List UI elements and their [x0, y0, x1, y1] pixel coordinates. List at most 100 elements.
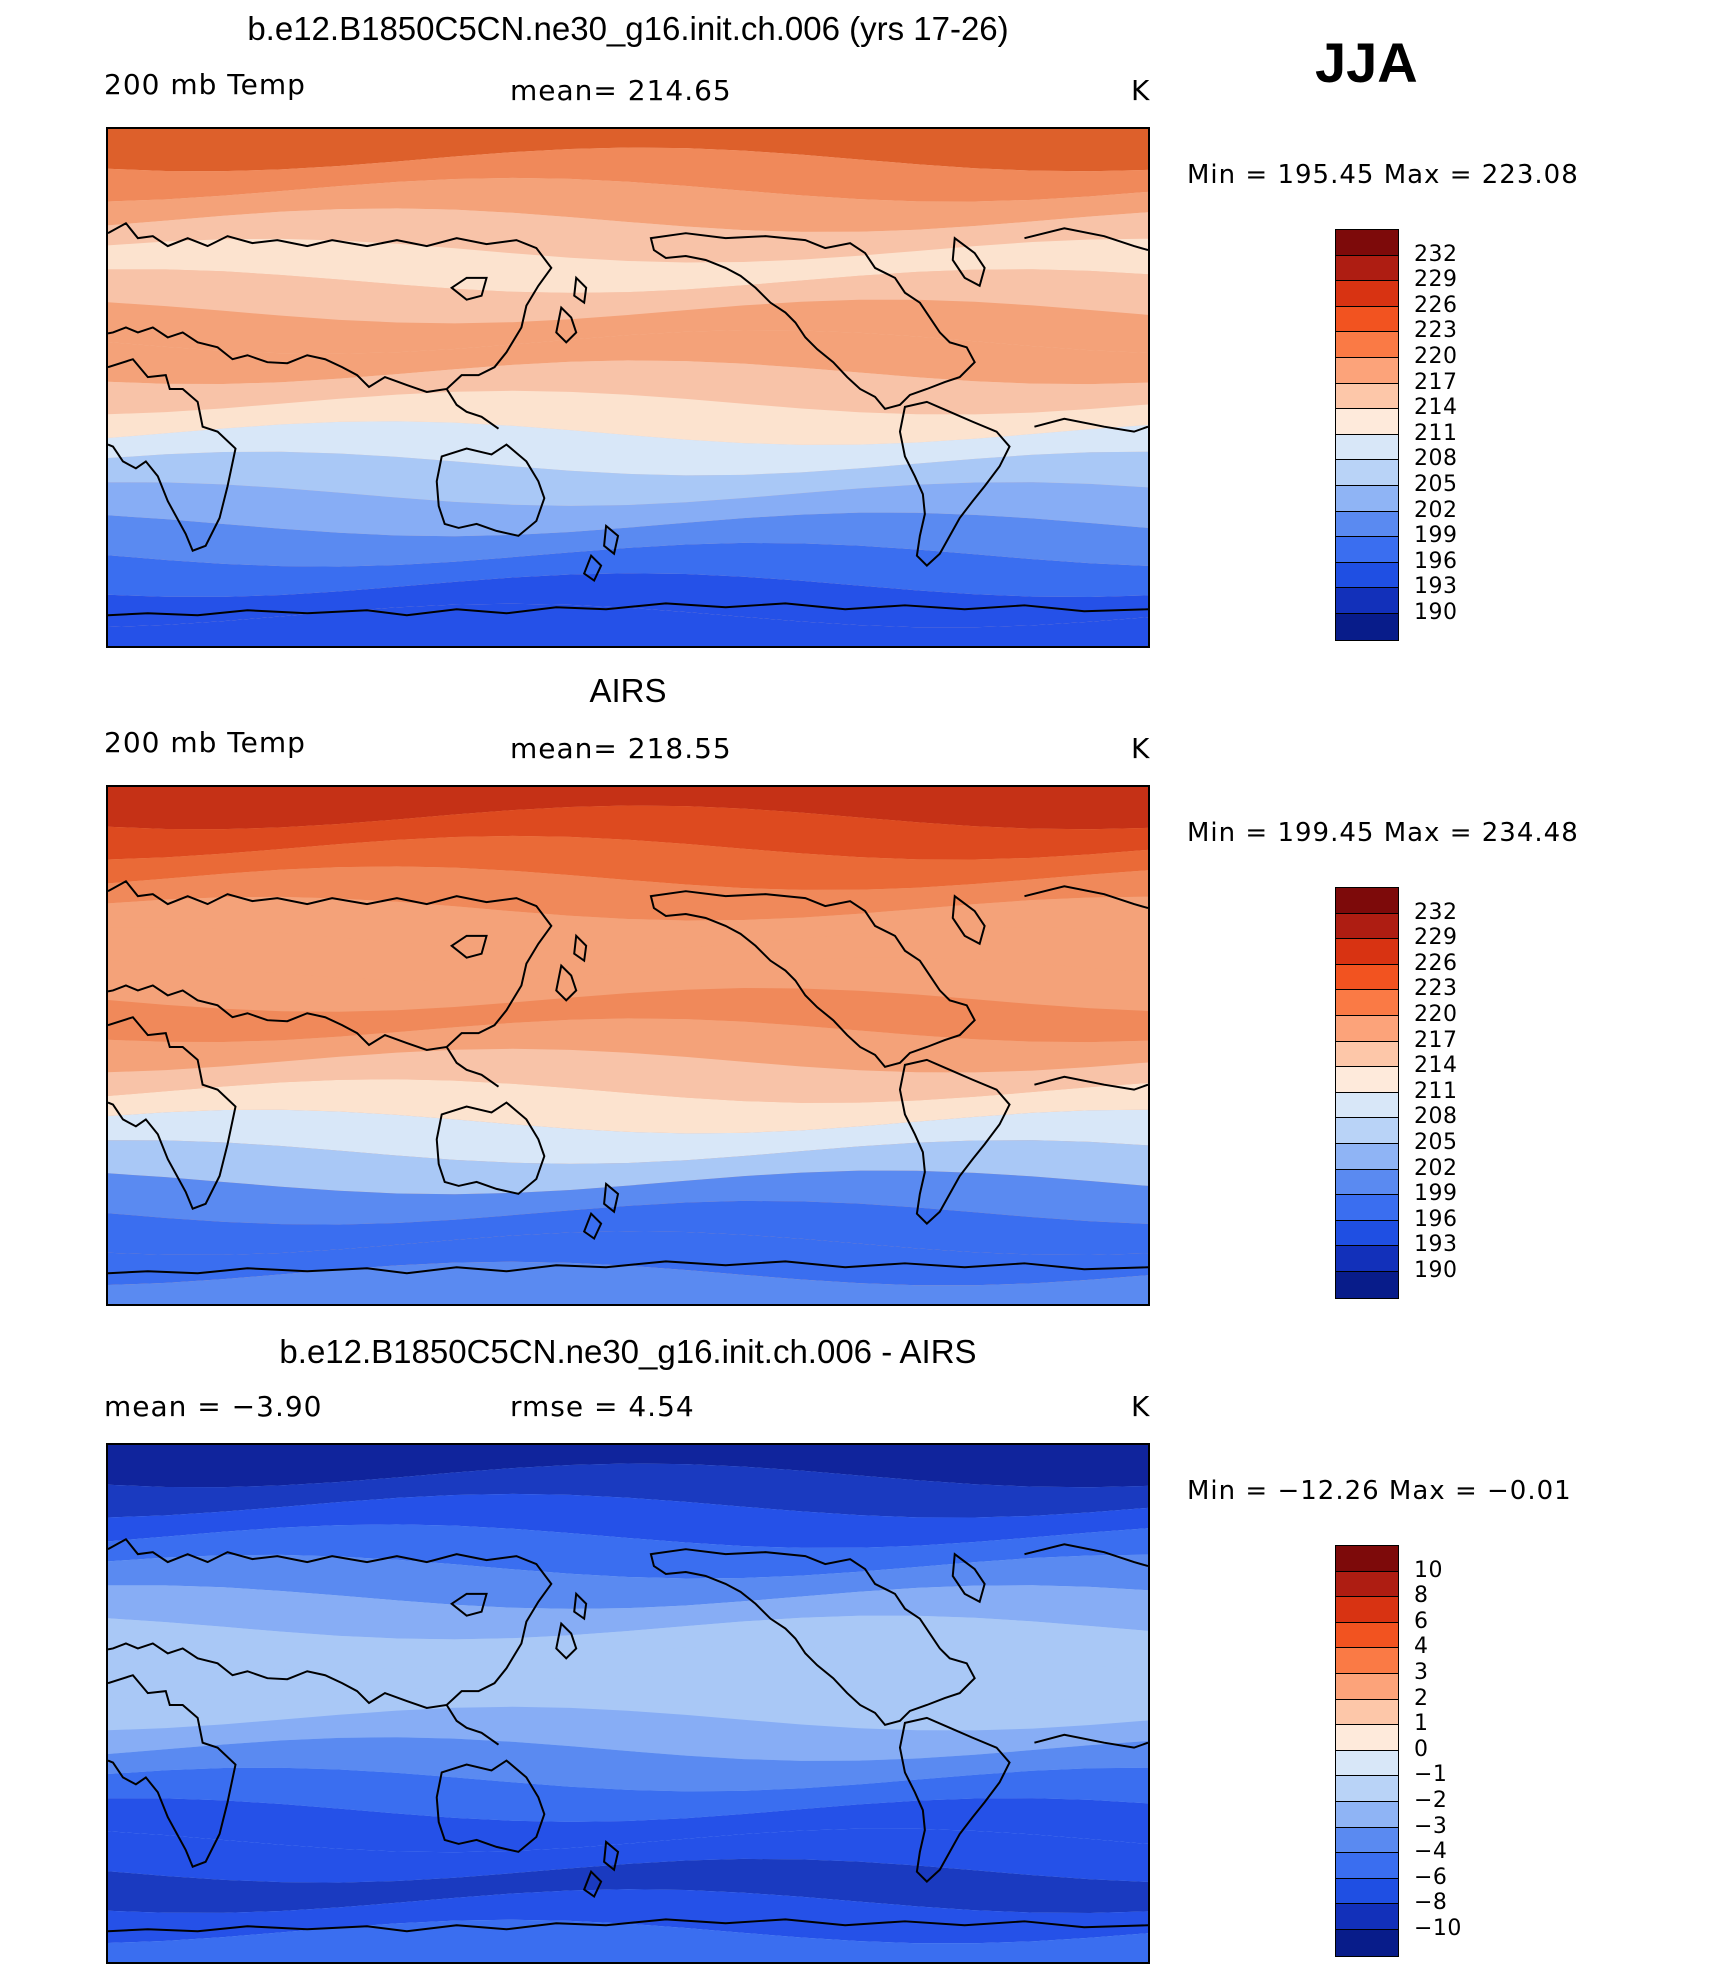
colorbar-tick-label: −8 — [1414, 1890, 1448, 1916]
panel-model-colorbar — [1335, 229, 1399, 641]
contour-band — [108, 299, 1148, 354]
panel-obs-minmax: Min = 199.45 Max = 234.48 — [1187, 818, 1579, 848]
contour-band — [108, 451, 1148, 506]
colorbar-swatch — [1336, 964, 1398, 991]
contour-band — [108, 238, 1148, 293]
panel-diff-minmax: Min = −12.26 Max = −0.01 — [1187, 1476, 1572, 1506]
panel-obs-contour-map — [108, 787, 1148, 1304]
colorbar-swatch — [1336, 1750, 1398, 1777]
colorbar-swatch — [1336, 1929, 1398, 1956]
colorbar-swatch — [1336, 485, 1398, 512]
colorbar-swatch — [1336, 281, 1398, 307]
coastline — [449, 276, 488, 301]
panel-obs-title: AIRS — [589, 672, 667, 709]
colorbar-tick-label: 202 — [1414, 1155, 1458, 1181]
contour-band — [108, 1767, 1148, 1822]
coastline — [582, 553, 603, 582]
contour-band — [108, 1109, 1148, 1164]
colorbar-tick-label: 196 — [1414, 1206, 1458, 1232]
coastline — [108, 1918, 1148, 1933]
colorbar-tick-label: 232 — [1414, 899, 1458, 925]
coastline — [108, 221, 553, 393]
colorbar-tick-label: −1 — [1414, 1762, 1448, 1788]
contour-band — [108, 1676, 1148, 1731]
coastline — [582, 1211, 603, 1240]
contour-band — [108, 1828, 1148, 1883]
colorbar-swatch — [1336, 1622, 1398, 1649]
colorbar-swatch — [1336, 357, 1398, 384]
coastline — [108, 1016, 237, 1211]
panel-diff-units-label: K — [1131, 1390, 1151, 1423]
colorbar-swatch — [1336, 1041, 1398, 1068]
colorbar-swatch — [1336, 1246, 1398, 1272]
panel-model-map — [106, 127, 1150, 648]
colorbar-swatch — [1336, 255, 1398, 282]
coastline — [108, 1260, 1148, 1275]
panel-model-minmax: Min = 195.45 Max = 223.08 — [1187, 160, 1579, 190]
coastline — [951, 894, 986, 946]
colorbar-swatch — [1336, 939, 1398, 965]
colorbar-swatch — [1336, 888, 1398, 914]
coastline — [951, 1552, 986, 1604]
colorbar-swatch — [1336, 1571, 1398, 1598]
coastline — [108, 1674, 237, 1869]
colorbar-tick-label: 6 — [1414, 1608, 1429, 1634]
colorbar-swatch — [1336, 1067, 1398, 1093]
colorbar-swatch — [1336, 1776, 1398, 1802]
colorbar-tick-label: 205 — [1414, 1130, 1458, 1155]
colorbar-swatch — [1336, 434, 1398, 461]
contour-band — [108, 835, 1148, 890]
colorbar-tick-label: 196 — [1414, 548, 1458, 574]
coastline — [445, 1704, 500, 1746]
colorbar-swatch — [1336, 1271, 1398, 1298]
coastline — [1024, 1543, 1148, 1568]
coastline — [582, 1869, 603, 1898]
colorbar-tick-label: 232 — [1414, 241, 1458, 267]
colorbar-tick-label: 211 — [1414, 420, 1458, 446]
colorbar-tick-label: −2 — [1414, 1788, 1448, 1813]
colorbar-swatch — [1336, 409, 1398, 435]
colorbar-swatch — [1336, 230, 1398, 256]
colorbar-swatch — [1336, 613, 1398, 640]
coastline — [1024, 227, 1148, 252]
colorbar-tick-label: 199 — [1414, 1181, 1458, 1207]
coastline — [445, 1046, 500, 1088]
contour-band — [108, 360, 1148, 415]
contour-band — [108, 866, 1148, 921]
colorbar-swatch — [1336, 1015, 1398, 1042]
colorbar-tick-label: 223 — [1414, 318, 1458, 344]
colorbar-swatch — [1336, 1092, 1398, 1119]
panel-diff-colorbar — [1335, 1545, 1399, 1957]
colorbar-tick-label: −3 — [1414, 1813, 1448, 1839]
colorbar-tick-label: 217 — [1414, 1027, 1458, 1053]
colorbar-swatch — [1336, 588, 1398, 614]
panel-model-mean-label: mean= 214.65 — [510, 74, 732, 107]
colorbar-swatch — [1336, 913, 1398, 940]
colorbar-tick-label: 3 — [1414, 1660, 1429, 1685]
contour-band — [108, 482, 1148, 537]
colorbar-tick-label: 217 — [1414, 369, 1458, 395]
contour-band — [108, 787, 1148, 830]
coastline — [573, 275, 588, 305]
colorbar-tick-label: 214 — [1414, 1053, 1458, 1079]
panel-model-variable-label: 200 mb Temp — [104, 68, 306, 101]
coastline — [603, 1181, 620, 1214]
contour-band — [108, 1646, 1148, 1701]
contour-band — [108, 1170, 1148, 1225]
colorbar-swatch — [1336, 511, 1398, 538]
coastline — [108, 879, 553, 1051]
coastline — [108, 602, 1148, 617]
colorbar-swatch — [1336, 1118, 1398, 1144]
contour-band — [108, 1231, 1148, 1286]
colorbar-swatch — [1336, 1699, 1398, 1726]
colorbar-tick-label: 229 — [1414, 925, 1458, 951]
panel-obs-colorbar — [1335, 887, 1399, 1299]
contour-band — [108, 1463, 1148, 1518]
contour-band — [108, 1615, 1148, 1670]
contour-band — [108, 390, 1148, 445]
contour-band — [108, 129, 1148, 172]
colorbar-swatch — [1336, 1827, 1398, 1854]
colorbar-swatch — [1336, 537, 1398, 563]
colorbar-tick-label: 8 — [1414, 1583, 1429, 1609]
coastline — [449, 934, 488, 959]
